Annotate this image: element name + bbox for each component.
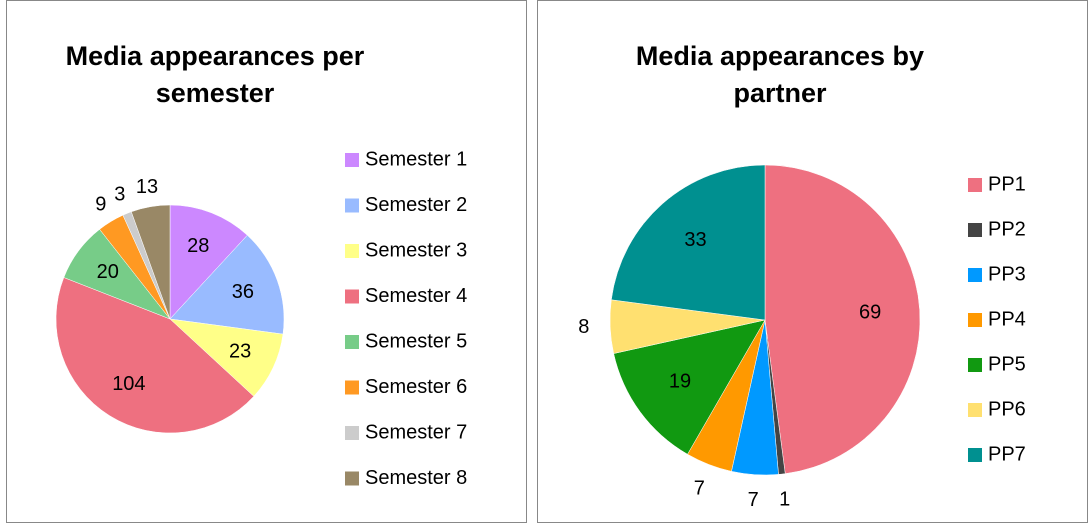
chart-title: Media appearances per semester [65, 41, 365, 108]
legend-label: Semester 3 [365, 239, 467, 261]
legend-swatch [968, 313, 982, 327]
legend-label: PP6 [988, 398, 1026, 420]
data-label: 23 [229, 340, 251, 362]
data-label: 33 [684, 229, 706, 251]
chart-panel [6, 0, 527, 523]
data-label: 8 [578, 316, 589, 338]
chart-title: Media appearances by partner [635, 41, 925, 108]
legend-label: Semester 7 [365, 421, 467, 443]
legend-swatch [345, 426, 359, 440]
legend-label: Semester 1 [365, 148, 467, 170]
pie-slice [55, 277, 255, 434]
data-label: 28 [187, 235, 209, 257]
legend-label: Semester 5 [365, 330, 467, 352]
legend-label: Semester 4 [365, 285, 467, 307]
legend-swatch [968, 268, 982, 282]
legend-label: PP4 [988, 308, 1026, 330]
legend-label: Semester 6 [365, 376, 467, 398]
data-label: 13 [136, 176, 158, 198]
data-label: 7 [748, 489, 759, 511]
pie-slice [169, 234, 285, 335]
legend-label: PP2 [988, 218, 1026, 240]
legend-swatch [345, 153, 359, 167]
data-label: 69 [859, 301, 881, 323]
data-label: 7 [694, 477, 705, 499]
pie-slice [613, 319, 766, 455]
data-label: 3 [114, 184, 125, 206]
pie-slice [611, 164, 766, 321]
data-label: 104 [112, 373, 145, 395]
legend-label: PP1 [988, 173, 1026, 195]
pie-slice [764, 164, 921, 474]
legend-swatch [345, 244, 359, 258]
data-label: 19 [669, 371, 691, 393]
legend-label: PP7 [988, 443, 1026, 465]
legend-swatch [345, 289, 359, 304]
legend-label: Semester 8 [365, 467, 467, 489]
legend-swatch [345, 198, 359, 213]
pie-slice [169, 204, 248, 320]
legend-swatch [968, 448, 982, 462]
legend-swatch [968, 223, 982, 237]
pie-slice [131, 204, 171, 320]
data-label: 9 [95, 193, 106, 215]
legend-label: PP3 [988, 263, 1026, 285]
legend-label: PP5 [988, 353, 1026, 375]
data-label: 20 [97, 261, 119, 283]
legend-swatch [968, 403, 982, 417]
legend-label: Semester 2 [365, 194, 467, 216]
legend-swatch [345, 471, 359, 486]
legend-swatch [968, 178, 982, 192]
legend-swatch [345, 380, 359, 395]
legend-swatch [345, 335, 359, 349]
legend-swatch [968, 358, 982, 372]
chart-panel [537, 0, 1088, 523]
data-label: 36 [232, 281, 254, 303]
data-label: 1 [779, 489, 790, 511]
